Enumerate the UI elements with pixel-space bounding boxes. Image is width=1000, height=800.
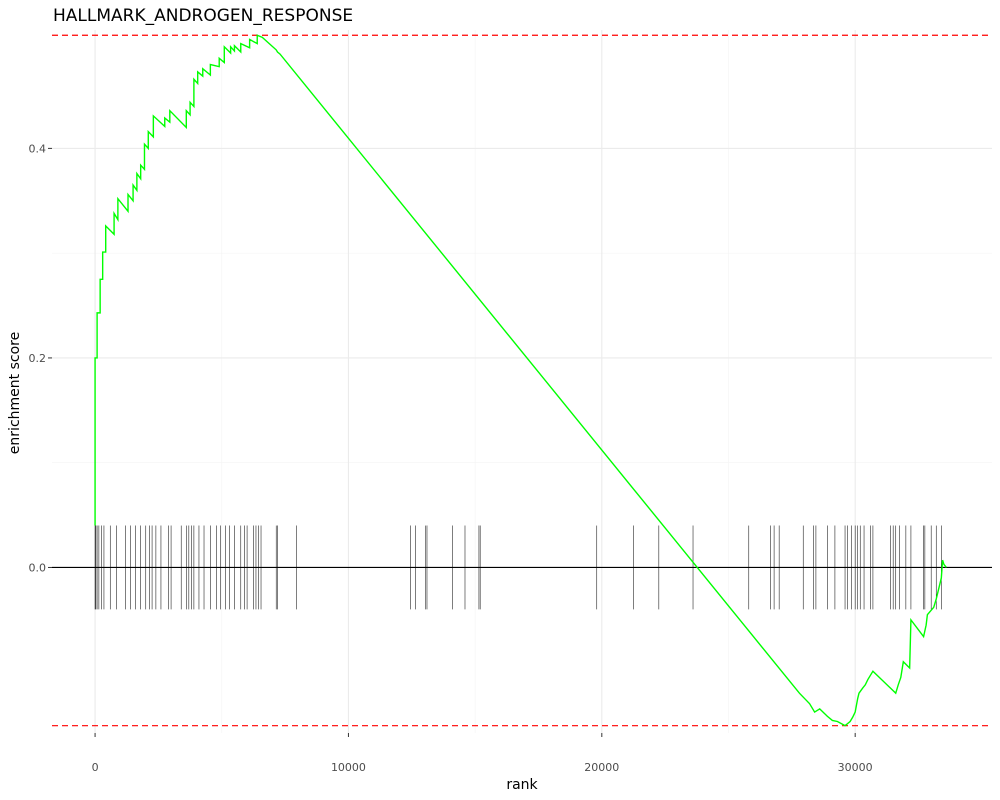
x-tick-label: 0 [92, 761, 99, 774]
enrichment-score-curve [94, 34, 947, 727]
y-tick-label: 0.2 [29, 352, 47, 365]
x-tick-label: 30000 [838, 761, 873, 774]
y-axis-ticks: 0.0 0.2 0.4 [29, 142, 52, 574]
y-tick-label: 0.4 [29, 142, 47, 155]
y-axis-title: enrichment score [7, 332, 23, 454]
x-tick-label: 10000 [331, 761, 366, 774]
x-axis-title: rank [506, 777, 538, 793]
chart-title: HALLMARK_ANDROGEN_RESPONSE [53, 6, 353, 26]
grid-lines [52, 30, 992, 733]
y-tick-label: 0.0 [29, 561, 47, 574]
x-tick-label: 20000 [584, 761, 619, 774]
x-axis-ticks: 0 10000 20000 30000 [92, 733, 873, 774]
